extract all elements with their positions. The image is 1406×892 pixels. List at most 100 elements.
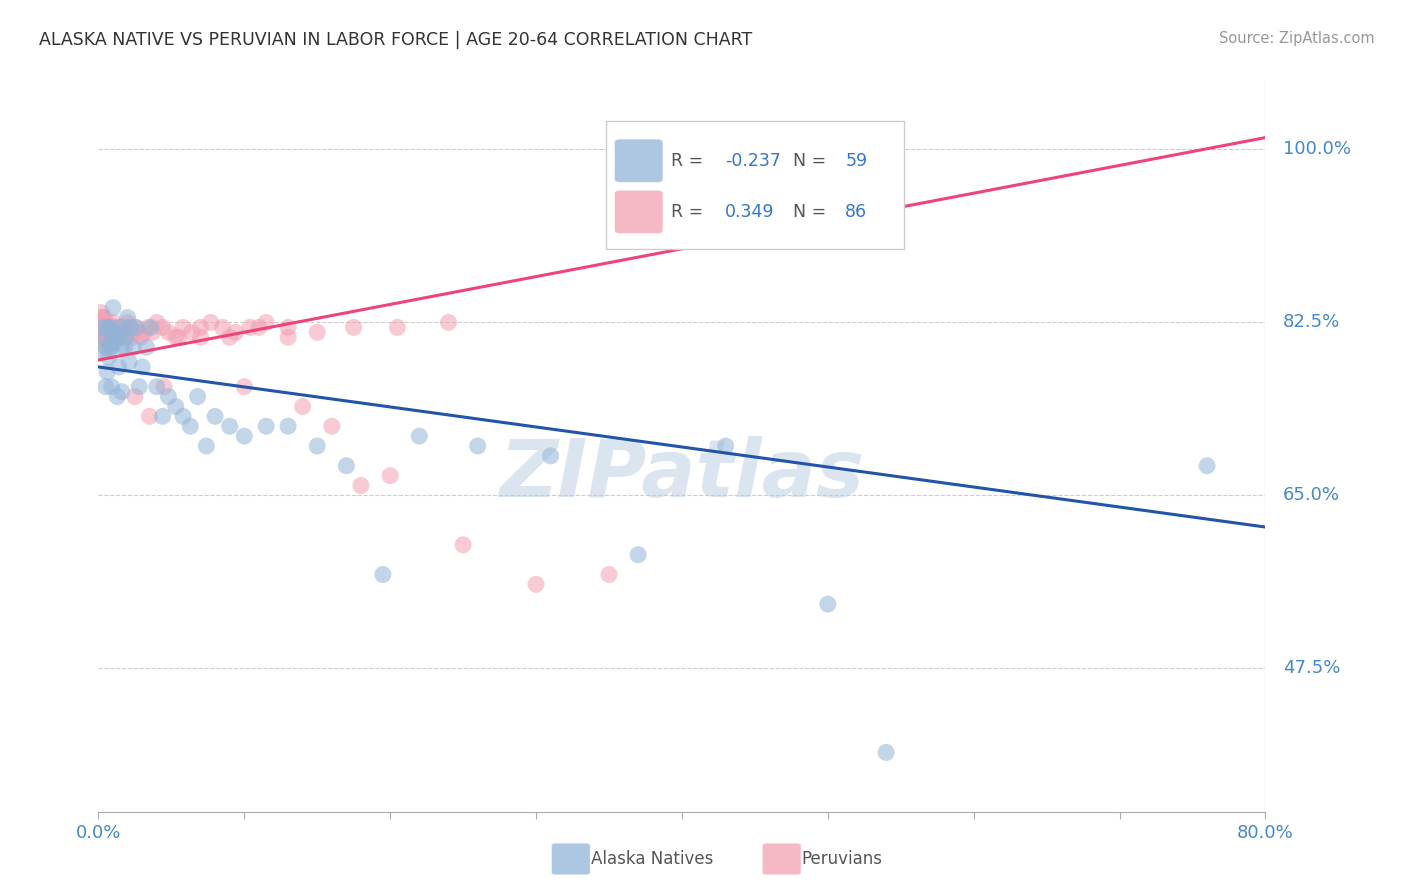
Point — [96, 365, 118, 379]
Text: R =: R = — [672, 203, 709, 221]
Point — [122, 340, 145, 354]
Point — [112, 326, 135, 340]
Point — [172, 320, 194, 334]
Point — [98, 326, 121, 340]
Text: 65.0%: 65.0% — [1282, 486, 1340, 504]
Text: Source: ZipAtlas.com: Source: ZipAtlas.com — [1219, 31, 1375, 46]
Point — [96, 320, 118, 334]
Point — [91, 320, 114, 334]
Point — [211, 320, 233, 334]
Point — [343, 320, 366, 334]
Point — [98, 330, 121, 344]
Point — [190, 320, 212, 334]
Point — [117, 315, 139, 329]
Text: 82.5%: 82.5% — [1282, 313, 1340, 332]
Point — [225, 326, 247, 340]
Text: -0.237: -0.237 — [725, 152, 780, 169]
Point — [93, 330, 115, 344]
Point — [153, 380, 176, 394]
Point — [139, 320, 162, 334]
Point — [233, 380, 256, 394]
Point — [141, 326, 163, 340]
Point — [93, 320, 115, 334]
Point — [104, 320, 127, 334]
Point — [180, 326, 202, 340]
Point — [103, 326, 125, 340]
Point — [105, 326, 128, 340]
Text: Peruvians: Peruvians — [801, 850, 883, 868]
Text: 100.0%: 100.0% — [1282, 140, 1351, 159]
Point — [627, 548, 650, 562]
Point — [115, 320, 138, 334]
Point — [136, 320, 159, 334]
Point — [108, 320, 131, 334]
Point — [90, 326, 112, 340]
Point — [101, 315, 124, 329]
Point — [94, 340, 117, 354]
Point — [108, 359, 131, 374]
Point — [350, 478, 373, 492]
Point — [291, 400, 314, 414]
Point — [277, 320, 299, 334]
Point — [118, 355, 141, 369]
Point — [254, 315, 277, 329]
Point — [94, 340, 117, 354]
Point — [97, 335, 120, 350]
Point — [817, 597, 839, 611]
Point — [218, 419, 240, 434]
Point — [93, 315, 115, 329]
Point — [110, 326, 132, 340]
Point — [190, 330, 212, 344]
Point — [277, 419, 299, 434]
Point — [91, 320, 114, 334]
Point — [167, 330, 190, 344]
Point — [128, 380, 150, 394]
Point — [467, 439, 489, 453]
Point — [105, 330, 128, 344]
Point — [200, 315, 222, 329]
Point — [387, 320, 409, 334]
Point — [111, 384, 134, 399]
Point — [380, 468, 402, 483]
FancyBboxPatch shape — [606, 120, 904, 249]
Point — [108, 330, 131, 344]
Point — [146, 380, 169, 394]
Point — [112, 326, 135, 340]
Point — [101, 330, 124, 344]
Point — [90, 305, 112, 319]
Text: R =: R = — [672, 152, 709, 169]
Point — [94, 315, 117, 329]
Point — [115, 330, 138, 344]
Point — [233, 429, 256, 443]
Text: 0.349: 0.349 — [725, 203, 775, 221]
Point — [93, 310, 115, 325]
Point — [91, 330, 114, 344]
Point — [94, 330, 117, 344]
Text: ALASKA NATIVE VS PERUVIAN IN LABOR FORCE | AGE 20-64 CORRELATION CHART: ALASKA NATIVE VS PERUVIAN IN LABOR FORCE… — [39, 31, 752, 49]
Point — [239, 320, 262, 334]
Point — [524, 577, 547, 591]
Point — [127, 326, 149, 340]
Point — [335, 458, 357, 473]
Point — [114, 330, 136, 344]
Point — [408, 429, 430, 443]
Point — [1195, 458, 1218, 473]
Point — [540, 449, 562, 463]
Point — [90, 315, 112, 329]
Point — [100, 330, 122, 344]
Point — [307, 326, 329, 340]
Point — [451, 538, 474, 552]
Point — [94, 320, 117, 334]
Point — [97, 320, 120, 334]
Point — [114, 340, 136, 354]
Point — [371, 567, 394, 582]
Point — [135, 340, 157, 354]
Text: N =: N = — [793, 152, 831, 169]
Point — [101, 301, 124, 315]
Point — [875, 746, 897, 760]
Point — [138, 409, 160, 424]
FancyBboxPatch shape — [614, 190, 664, 234]
Point — [120, 320, 142, 334]
Point — [152, 409, 174, 424]
Point — [97, 326, 120, 340]
